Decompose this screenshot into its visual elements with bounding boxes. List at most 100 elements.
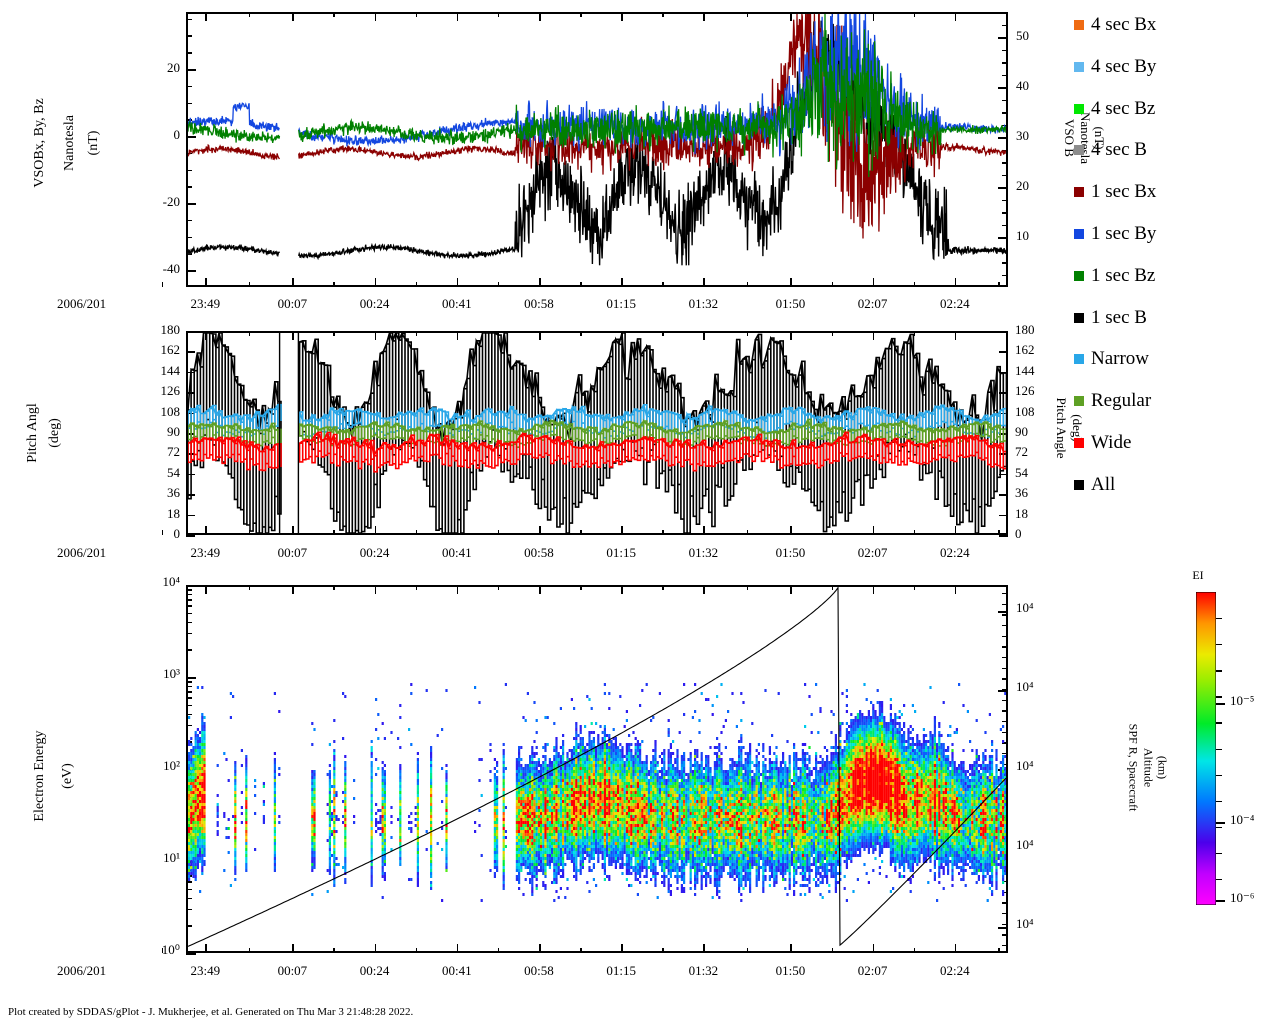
axis-tick <box>248 530 251 535</box>
axis-tick <box>872 585 875 594</box>
axis-tick <box>1216 900 1225 902</box>
axis-tick <box>998 137 1008 139</box>
axis-tick <box>998 611 1008 613</box>
legend-item-1-sec-bx[interactable]: 1 sec Bx <box>1074 181 1156 203</box>
axis-tick-label: 36 <box>167 485 180 501</box>
spacecraft-altitude-text-1: SPF R, Spacecraft <box>1126 723 1141 812</box>
legend-item-all[interactable]: All <box>1074 474 1115 496</box>
mag-ylabel-left-line1: VSOBx, By, Bz <box>32 98 47 188</box>
axis-tick-label: 144 <box>1015 362 1035 378</box>
axis-tick <box>746 12 749 17</box>
axis-tick <box>790 331 792 340</box>
axis-tick <box>1216 722 1222 724</box>
axis-tick <box>538 944 541 953</box>
legend-label: Regular <box>1091 390 1152 412</box>
axis-tick-label: 10⁰ <box>161 942 180 957</box>
axis-tick <box>790 278 792 287</box>
series-legend: 4 sec Bx 4 sec By 4 sec Bz 4 sec B 1 sec Bx 1… <box>1074 14 1274 534</box>
date-label-bottom: 2006/201 <box>57 963 107 978</box>
axis-tick <box>248 12 251 17</box>
axis-tick <box>1216 800 1222 802</box>
axis-tick <box>790 526 792 535</box>
axis-tick-label: 0 <box>173 526 181 541</box>
legend-item-4-sec-bx[interactable]: 4 sec Bx <box>1074 14 1156 36</box>
axis-tick <box>1002 149 1008 151</box>
axis-tick <box>872 944 875 953</box>
axis-tick <box>621 944 623 953</box>
axis-tick <box>292 278 294 287</box>
legend-item-1-sec-b[interactable]: 1 sec B <box>1074 307 1147 329</box>
axis-tick <box>1002 657 1008 659</box>
axis-tick <box>746 948 749 953</box>
mag-ylabel-left-line3: (nT) <box>86 130 101 156</box>
mag-field-plot <box>188 14 1006 266</box>
axis-tick <box>415 585 418 590</box>
axis-tick <box>186 535 195 537</box>
axis-tick-label: 10⁴ <box>1016 679 1034 694</box>
axis-tick <box>186 186 192 188</box>
axis-tick <box>161 948 164 953</box>
axis-tick-label: 0 <box>1015 526 1022 541</box>
spacecraft-altitude-text-3: (km) <box>1155 755 1170 780</box>
legend-item-narrow[interactable]: Narrow <box>1074 348 1149 370</box>
axis-tick <box>913 530 916 535</box>
pa-ylabel-right-line1: Pitch Angle <box>1054 397 1069 459</box>
axis-tick-label: -40 <box>162 261 180 277</box>
legend-swatch-icon <box>1074 61 1084 72</box>
axis-tick <box>831 331 833 336</box>
footer-credit: Plot created by SDDAS/gPlot - J. Mukherj… <box>8 1006 414 1018</box>
axis-tick <box>205 585 207 594</box>
pa-ylabel-left-line1: Pitch Angl <box>25 403 40 463</box>
axis-tick <box>538 12 541 21</box>
axis-tick <box>831 282 833 287</box>
axis-tick <box>161 530 164 535</box>
axis-tick <box>580 530 582 535</box>
time-axis-label: 00:41 <box>441 296 472 311</box>
axis-tick <box>1002 274 1008 276</box>
axis-tick <box>1002 710 1008 712</box>
axis-tick <box>292 944 294 953</box>
spec-ylabel-left1: Electron Energy <box>32 696 48 856</box>
axis-tick <box>999 351 1008 353</box>
legend-item-regular[interactable]: Regular <box>1074 390 1151 412</box>
legend-label: 4 sec Bx <box>1091 14 1157 35</box>
axis-tick <box>186 331 195 333</box>
time-axis-label: 01:32 <box>688 296 719 311</box>
legend-item-1-sec-by[interactable]: 1 sec By <box>1074 223 1156 245</box>
axis-tick <box>998 187 1008 189</box>
pa-ylabel-left-line2: (deg) <box>47 418 62 448</box>
axis-tick-label: 126 <box>160 383 181 399</box>
axis-tick <box>998 87 1008 89</box>
legend-item-4-sec-bz[interactable]: 4 sec Bz <box>1074 98 1155 120</box>
axis-tick-label: 162 <box>1015 342 1035 358</box>
axis-tick <box>1002 224 1008 226</box>
axis-tick <box>248 331 251 336</box>
axis-tick <box>913 585 916 590</box>
axis-tick <box>186 219 192 222</box>
axis-tick-label: 10⁴ <box>1016 758 1034 773</box>
axis-tick <box>1002 667 1008 670</box>
time-axis-label: 00:24 <box>359 296 390 311</box>
axis-tick <box>999 494 1008 496</box>
axis-tick <box>1002 699 1008 702</box>
axis-tick <box>415 12 418 17</box>
spacecraft-altitude-text-2: Altitude <box>1141 747 1156 788</box>
legend-item-1-sec-bz[interactable]: 1 sec Bz <box>1074 265 1155 287</box>
axis-tick <box>248 585 251 590</box>
legend-item-4-sec-by[interactable]: 4 sec By <box>1074 56 1156 78</box>
legend-swatch-icon <box>1074 438 1084 448</box>
time-axis-label: 00:41 <box>441 963 472 978</box>
axis-tick-label: 20 <box>167 60 180 75</box>
pitch-angle-plot <box>188 333 1006 533</box>
axis-tick <box>186 621 192 623</box>
axis-tick <box>1002 199 1008 201</box>
axis-tick <box>1002 731 1008 734</box>
time-axis-label: 01:50 <box>775 545 806 560</box>
legend-item-wide[interactable]: Wide <box>1074 432 1131 454</box>
axis-tick <box>205 12 207 21</box>
axis-tick <box>1002 923 1008 926</box>
time-axis-label: 00:41 <box>441 545 472 560</box>
axis-tick <box>703 12 705 21</box>
legend-item-4-sec-b[interactable]: 4 sec B <box>1074 139 1147 161</box>
axis-tick <box>1216 670 1222 672</box>
